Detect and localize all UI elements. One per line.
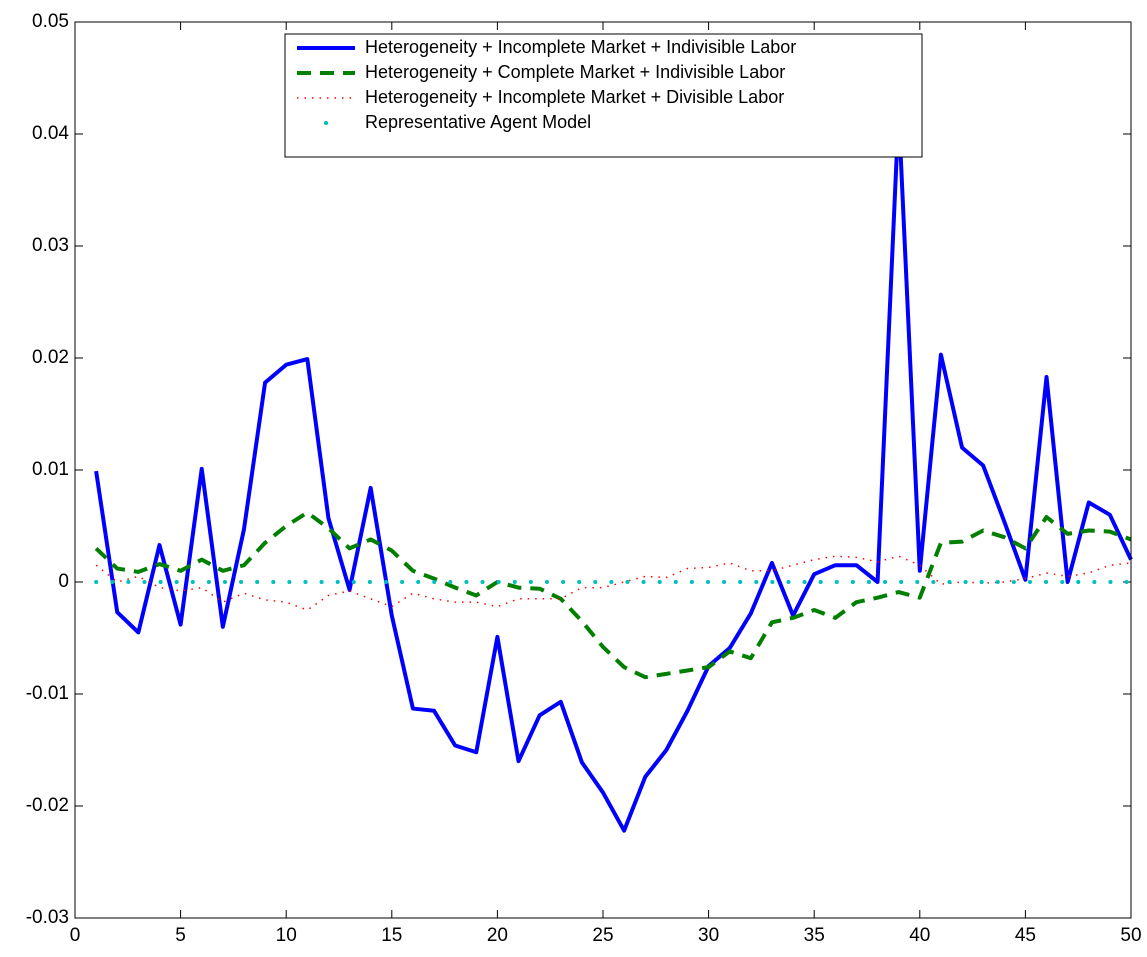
x-tick-label: 5 <box>175 925 186 946</box>
x-tick-label: 10 <box>276 925 297 946</box>
y-tick-label: 0.02 <box>32 347 69 368</box>
legend-label: Heterogeneity + Incomplete Market + Divi… <box>365 87 784 107</box>
x-tick-label: 20 <box>487 925 508 946</box>
y-tick-label: 0.03 <box>32 235 69 256</box>
x-tick-label: 45 <box>1015 925 1036 946</box>
series-line <box>95 555 1132 611</box>
x-tick-label: 40 <box>909 925 930 946</box>
legend-label: Heterogeneity + Incomplete Market + Indi… <box>365 37 796 57</box>
x-tick-label: 0 <box>70 925 81 946</box>
x-tick-label: 50 <box>1120 925 1141 946</box>
x-tick-label: 30 <box>698 925 719 946</box>
y-tick-label: -0.02 <box>26 795 69 816</box>
legend-label: Representative Agent Model <box>365 112 591 132</box>
y-tick-label: 0.04 <box>32 123 69 144</box>
series-line <box>94 510 1132 680</box>
y-tick-label: 0 <box>58 571 69 592</box>
legend-box <box>284 33 923 158</box>
x-tick-label: 35 <box>804 925 825 946</box>
y-tick-label: 0.05 <box>32 11 69 32</box>
y-tick-label: 0.01 <box>32 459 69 480</box>
y-tick-label: -0.03 <box>26 907 69 928</box>
y-tick-label: -0.01 <box>26 683 69 704</box>
legend-label: Heterogeneity + Complete Market + Indivi… <box>365 62 785 82</box>
x-tick-label: 25 <box>592 925 613 946</box>
series-line <box>94 109 1133 833</box>
x-tick-label: 15 <box>381 925 402 946</box>
plot-frame <box>74 21 1132 919</box>
